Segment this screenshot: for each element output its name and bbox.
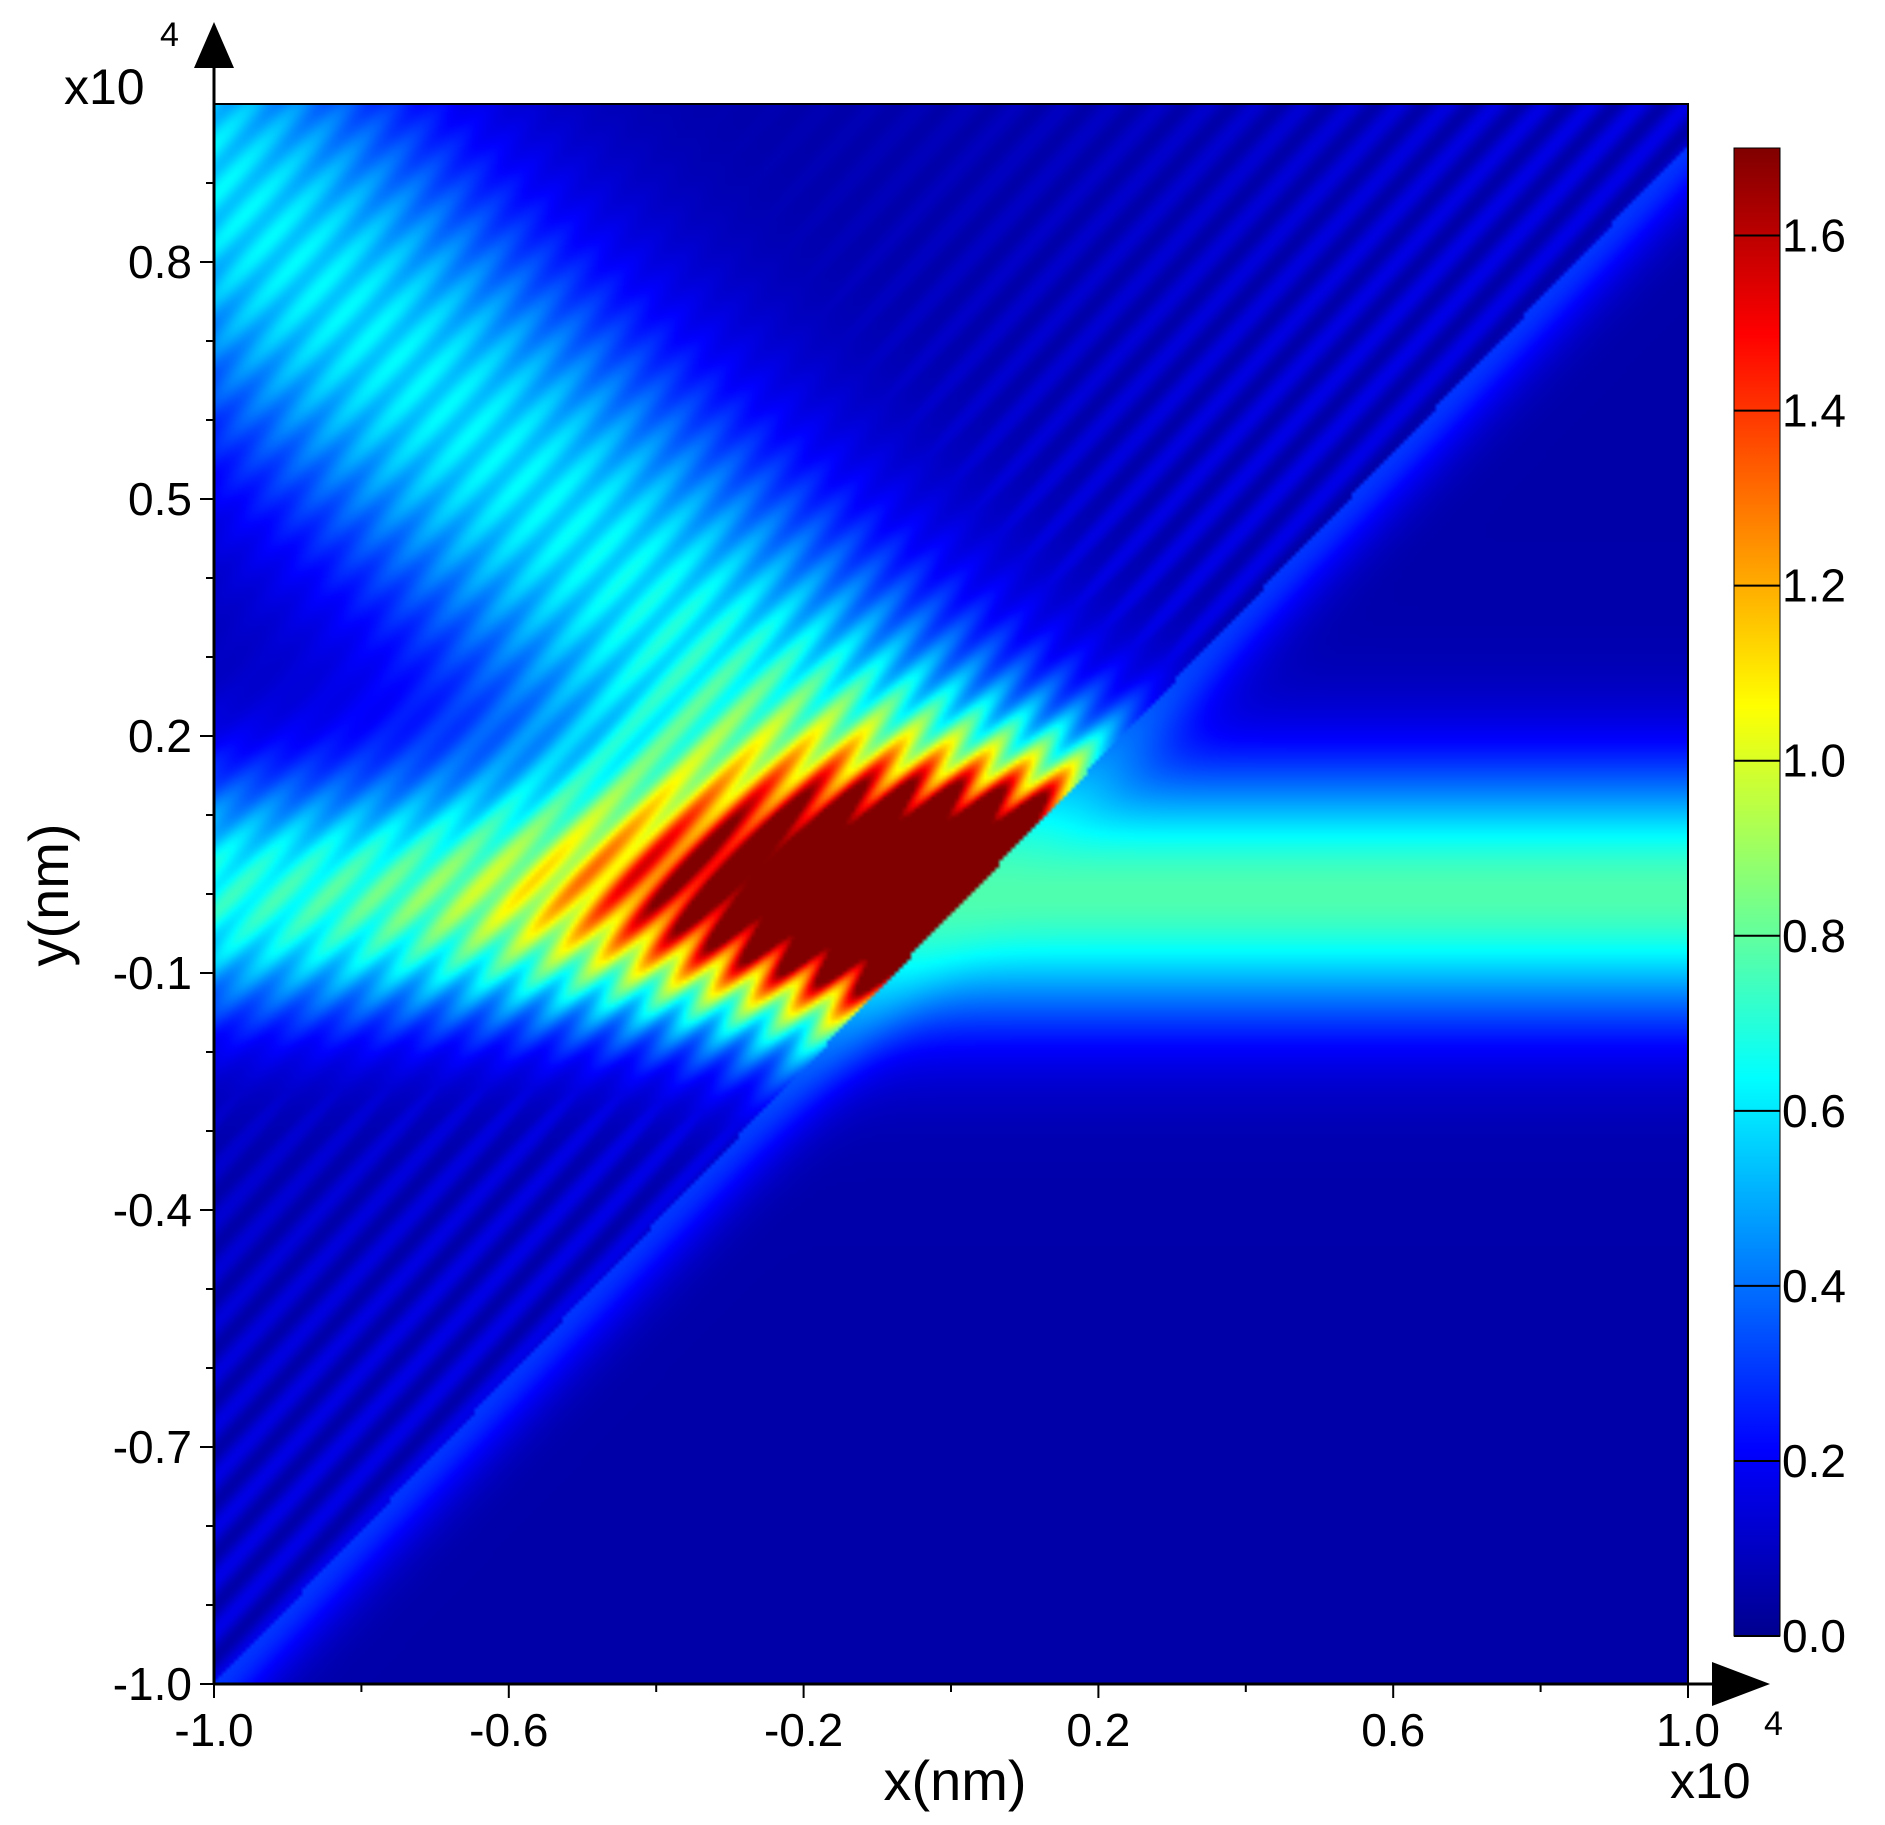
x-tick-label: -1.0 <box>174 1704 253 1756</box>
y-tick-label: -0.7 <box>113 1421 192 1473</box>
x-axis-ticks: -1.0 -0.6 -0.2 0.2 0.6 1.0 <box>174 1684 1720 1756</box>
y-tick-label: -0.4 <box>113 1184 192 1236</box>
x-axis-minor-ticks <box>360 1684 1542 1692</box>
y-axis-ticks: -1.0 -0.7 -0.4 -0.1 0.2 0.5 0.8 <box>113 236 214 1710</box>
colorbar-tick-label: 0.6 <box>1782 1085 1846 1137</box>
y-axis-minor-ticks <box>206 182 214 1606</box>
colorbar-tick-label: 1.6 <box>1782 210 1846 262</box>
y-multiplier-exponent: 4 <box>160 16 179 54</box>
heatmap-field <box>214 104 1688 1684</box>
colorbar: 0.0 0.2 0.4 0.6 0.8 1.0 1.2 1.4 1.6 <box>1733 147 1846 1662</box>
x-multiplier-exponent: 4 <box>1764 1705 1783 1743</box>
y-axis-arrow <box>194 22 234 68</box>
x-tick-label: 1.0 <box>1656 1704 1720 1756</box>
colorbar-tick-label: 1.2 <box>1782 560 1846 612</box>
x-axis-label: x(nm) <box>883 1749 1026 1812</box>
heatmap-field-container <box>214 104 1688 1684</box>
colorbar-tick-label: 0.0 <box>1782 1610 1846 1662</box>
y-multiplier-base: x10 <box>64 59 145 115</box>
colorbar-tick-label: 1.0 <box>1782 735 1846 787</box>
y-tick-label: -1.0 <box>113 1658 192 1710</box>
colorbar-ticks: 0.0 0.2 0.4 0.6 0.8 1.0 1.2 1.4 1.6 <box>1734 210 1846 1662</box>
plot-area <box>213 103 1689 1685</box>
x-axis-arrow <box>1712 1662 1770 1706</box>
x-tick-label: 0.6 <box>1361 1704 1425 1756</box>
x-tick-label: 0.2 <box>1066 1704 1130 1756</box>
colorbar-gradient <box>1733 147 1781 1637</box>
y-axis-label: y(nm) <box>17 823 80 966</box>
colorbar-tick-label: 0.2 <box>1782 1435 1846 1487</box>
y-tick-label: 0.2 <box>128 710 192 762</box>
x-tick-label: -0.6 <box>469 1704 548 1756</box>
colorbar-tick-label: 0.4 <box>1782 1260 1846 1312</box>
y-tick-label: -0.1 <box>113 947 192 999</box>
y-tick-label: 0.8 <box>128 236 192 288</box>
x-tick-label: -0.2 <box>764 1704 843 1756</box>
x-multiplier-base: x10 <box>1670 1753 1751 1809</box>
y-tick-label: 0.5 <box>128 473 192 525</box>
colorbar-tick-label: 0.8 <box>1782 910 1846 962</box>
colorbar-tick-label: 1.4 <box>1782 385 1846 437</box>
